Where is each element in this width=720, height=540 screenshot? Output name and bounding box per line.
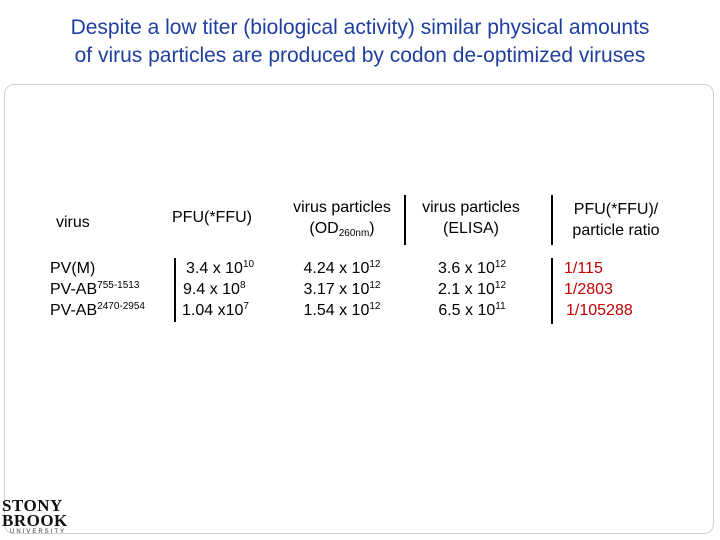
title-line-1: Despite a low titer (biological activity… xyxy=(70,16,650,39)
header-vp-elisa-line1: virus particles xyxy=(422,199,520,216)
table-row: PV-AB755-1513 xyxy=(50,280,140,299)
pfu-column: 3.4 x 1010 9.4 x 108 1.04 x107 xyxy=(180,258,276,321)
table-cell: 2.1 x 1012 xyxy=(437,280,507,299)
table-cell: 1.04 x107 xyxy=(182,301,249,320)
header-vp-elisa-line2: (ELISA) xyxy=(442,220,499,237)
table-row: PV(M) xyxy=(50,260,96,277)
table-cell: 1.54 x 1012 xyxy=(303,301,381,320)
header-vp-elisa: virus particles (ELISA) xyxy=(406,197,536,239)
header-virus: virus xyxy=(56,214,90,231)
table-cell: 6.5 x 1011 xyxy=(438,301,506,320)
table-cell: 4.24 x 1012 xyxy=(303,259,381,278)
separator-line xyxy=(551,258,553,324)
separator-line xyxy=(551,195,553,245)
slide-title: Despite a low titer (biological activity… xyxy=(10,14,710,70)
table-cell: 1/115 xyxy=(564,260,603,277)
table-cell: 9.4 x 108 xyxy=(183,280,246,299)
university-logo: STONY BROOK UNIVERSITY xyxy=(2,497,68,537)
header-ratio-line1: PFU(*FFU)/ xyxy=(573,201,659,218)
ratio-column: 1/115 1/2803 1/105288 xyxy=(562,258,672,321)
logo-line-3: UNIVERSITY xyxy=(10,529,67,535)
separator-line xyxy=(404,195,406,245)
header-vp-od: virus particles (OD260nm) xyxy=(278,197,406,239)
header-vp-od-line1: virus particles xyxy=(293,199,391,216)
header-pfu: PFU(*FFU) xyxy=(172,209,252,226)
od-column: 4.24 x 1012 3.17 x 1012 1.54 x 1012 xyxy=(284,258,400,321)
table-cell: 3.6 x 1012 xyxy=(437,259,507,278)
elisa-column: 3.6 x 1012 2.1 x 1012 6.5 x 1011 xyxy=(412,258,532,321)
table-row: PV-AB2470-2954 xyxy=(50,301,145,320)
virus-column: PV(M) PV-AB755-1513 PV-AB2470-2954 xyxy=(50,258,170,321)
header-ratio: PFU(*FFU)/ particle ratio xyxy=(556,199,676,241)
table-cell: 3.4 x 1010 xyxy=(186,259,255,278)
header-vp-od-line2: (OD260nm) xyxy=(309,220,375,239)
separator-line xyxy=(174,258,176,322)
content-frame xyxy=(4,84,714,534)
table-cell: 1/2803 xyxy=(564,281,613,298)
header-ratio-line2: particle ratio xyxy=(572,222,660,239)
logo-line-2: BROOK xyxy=(2,511,68,530)
title-line-2: of virus particles are produced by codon… xyxy=(74,44,646,67)
table-cell: 3.17 x 1012 xyxy=(303,280,381,299)
table-cell: 1/105288 xyxy=(566,302,633,319)
logo-line-1: STONY xyxy=(2,496,63,515)
